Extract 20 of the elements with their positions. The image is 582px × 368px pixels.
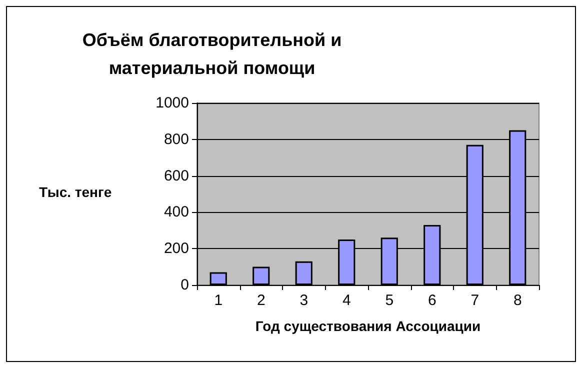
y-tick-label: 800: [164, 130, 189, 148]
y-tick-label: 400: [164, 204, 189, 221]
x-tick-label: 8: [513, 292, 522, 309]
bar: [252, 266, 270, 285]
x-tick-label: 5: [385, 292, 394, 309]
x-tick-label: 6: [428, 292, 436, 309]
y-tick-label: 1000: [156, 94, 189, 112]
chart-title: Объём благотворительной и материальной помощи: [82, 30, 342, 78]
y-tick-label: 200: [164, 240, 189, 258]
x-tick-label: 3: [300, 292, 308, 309]
x-axis-title: Год существования Ассоциации: [255, 318, 481, 334]
y-tick-label: 600: [164, 167, 189, 184]
y-tick-label: 0: [180, 276, 189, 294]
bar: [295, 261, 312, 285]
bar: [210, 272, 227, 285]
y-axis-title: Тыс. тенге: [39, 184, 112, 200]
x-tick-label: 7: [470, 292, 480, 309]
x-tick-label: 2: [256, 292, 266, 309]
x-tick-label: 1: [214, 292, 223, 309]
x-tick-label: 4: [342, 292, 351, 309]
